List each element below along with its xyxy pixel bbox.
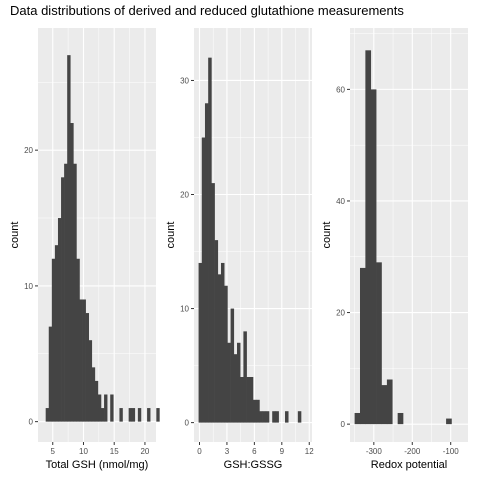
histogram-bar (104, 394, 107, 421)
y-tick-label: 0 (341, 420, 346, 429)
x-tick-label: -200 (404, 447, 421, 456)
x-tick-label: 6 (252, 447, 257, 456)
histogram-bar (263, 411, 267, 422)
y-tick-label: 30 (180, 76, 189, 85)
y-tick-label: 0 (29, 418, 34, 427)
x-tick-label: 15 (110, 447, 119, 456)
histogram-bar (211, 183, 215, 423)
y-tick-label: 20 (24, 146, 33, 155)
x-tick-label: 5 (51, 447, 56, 456)
histogram-bar (360, 268, 366, 424)
histogram-bar (83, 299, 86, 421)
histogram-bar (298, 411, 302, 422)
histogram-bar (208, 58, 212, 423)
histogram-bar (231, 309, 235, 423)
y-tick-label: 10 (180, 305, 189, 314)
x-tick-label: -300 (366, 447, 383, 456)
histogram-bar (218, 274, 222, 422)
histogram-bar (365, 50, 371, 424)
histogram-bar (205, 103, 209, 422)
histogram-bar (95, 381, 98, 422)
histogram-bar (132, 408, 135, 422)
histogram-bar (259, 411, 263, 422)
histogram-bar (221, 263, 225, 423)
histogram-bar (101, 408, 104, 422)
histogram-bar (224, 286, 228, 423)
histogram-bar (355, 413, 361, 424)
histogram-bar (256, 400, 260, 423)
histogram-bar (398, 413, 404, 424)
histogram-bar (110, 394, 113, 421)
histogram-bar (376, 262, 382, 424)
histogram-bar (285, 411, 289, 422)
histogram-bar (76, 259, 79, 422)
y-tick-label: 60 (336, 85, 345, 94)
histogram-bar (250, 377, 254, 423)
histogram-bar (202, 137, 206, 422)
histogram-bar (237, 343, 241, 423)
x-tick-label: 12 (305, 447, 314, 456)
histogram-bar (156, 408, 159, 422)
y-axis-label: count (165, 222, 177, 249)
histogram-bar (55, 245, 58, 421)
histogram-bar (371, 89, 377, 424)
histogram-panel-3: 0 20 40 60 -300 -200 -100 Redox potential count (321, 28, 468, 471)
y-axis-label: count (9, 222, 21, 249)
x-tick-label: -100 (443, 447, 460, 456)
histogram-bar (58, 218, 61, 422)
y-tick-label: 10 (24, 282, 33, 291)
histogram-bar (98, 394, 101, 421)
histogram-bar (247, 377, 251, 423)
panels: 0 10 20 5 10 15 20 Total GSH (nmol/mg) count 0 10 2… (9, 28, 468, 471)
histogram-bar (89, 340, 92, 421)
x-tick-label: 3 (225, 447, 230, 456)
histogram-bar (119, 408, 122, 422)
histogram-bar (240, 377, 244, 423)
histogram-bar (253, 400, 257, 423)
histogram-bar (272, 411, 276, 422)
histogram-bar (86, 313, 89, 422)
histogram-bar (234, 354, 238, 422)
histogram-bar (446, 419, 452, 425)
histogram-panel-1: 0 10 20 5 10 15 20 Total GSH (nmol/mg) count (9, 28, 160, 471)
y-tick-label: 40 (336, 197, 345, 206)
histogram-panel-2: 0 10 20 30 0 3 6 9 12 GSH:GSSG count (165, 28, 314, 471)
histogram-bar (46, 408, 49, 422)
histogram-bar (215, 240, 219, 422)
x-tick-label: 20 (140, 447, 149, 456)
histogram-bar (199, 263, 203, 423)
histogram-bar (70, 123, 73, 422)
histogram-bar (61, 177, 64, 421)
x-tick-label: 10 (79, 447, 88, 456)
histogram-bar (49, 327, 52, 422)
y-tick-label: 0 (185, 419, 190, 428)
histogram-bar (387, 380, 393, 425)
x-axis-label: Redox potential (371, 459, 447, 471)
y-tick-label: 20 (336, 309, 345, 318)
histogram-bar (382, 385, 388, 424)
x-tick-label: 0 (197, 447, 202, 456)
histogram-bar (92, 367, 95, 421)
histogram-bar (275, 411, 279, 422)
histogram-bar (52, 259, 55, 422)
y-tick-label: 20 (180, 191, 189, 200)
histogram-bar (227, 343, 231, 423)
histogram-bar (129, 408, 132, 422)
histogram-bar (147, 408, 150, 422)
histogram-bar (266, 411, 270, 422)
x-axis-label: GSH:GSSG (224, 459, 283, 471)
x-tick-label: 9 (280, 447, 285, 456)
histogram-bar (79, 299, 82, 421)
histogram-bar (138, 408, 141, 422)
histogram-bar (73, 164, 76, 422)
x-axis-label: Total GSH (nmol/mg) (46, 459, 149, 471)
histogram-bar (243, 331, 247, 422)
histogram-bar (67, 55, 70, 421)
chart-title: Data distributions of derived and reduce… (10, 3, 404, 18)
y-axis-label: count (321, 222, 333, 249)
histogram-bar (64, 164, 67, 422)
